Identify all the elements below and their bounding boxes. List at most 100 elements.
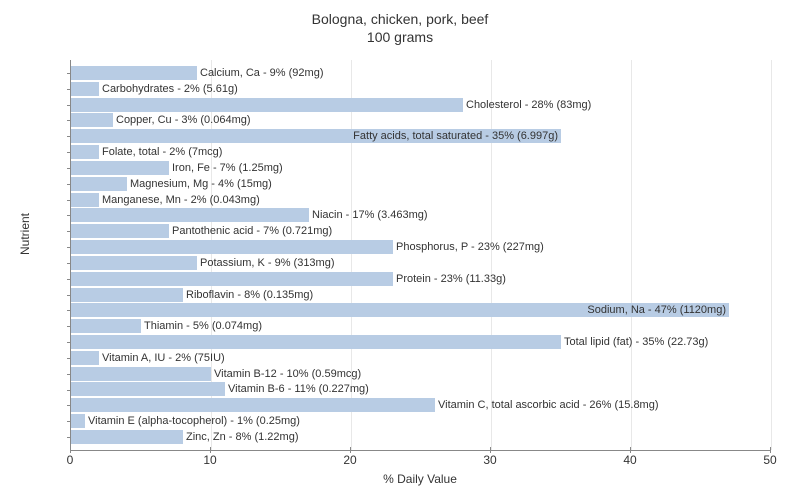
bar: [71, 319, 141, 333]
y-tick-mark: [67, 120, 71, 121]
x-tick-label: 10: [203, 453, 216, 467]
bar-label: Vitamin B-12 - 10% (0.59mcg): [211, 367, 364, 381]
bar-row: Niacin - 17% (3.463mg): [71, 208, 771, 222]
bar-label: Manganese, Mn - 2% (0.043mg): [99, 193, 263, 207]
bar-row: Manganese, Mn - 2% (0.043mg): [71, 193, 771, 207]
y-tick-mark: [67, 437, 71, 438]
y-tick-mark: [67, 421, 71, 422]
bar-row: Vitamin E (alpha-tocopherol) - 1% (0.25m…: [71, 414, 771, 428]
y-tick-mark: [67, 390, 71, 391]
bar-row: Vitamin A, IU - 2% (75IU): [71, 351, 771, 365]
nutrient-chart: Bologna, chicken, pork, beef 100 grams N…: [0, 0, 800, 500]
y-tick-mark: [67, 326, 71, 327]
bar-row: Folate, total - 2% (7mcg): [71, 145, 771, 159]
y-tick-mark: [67, 184, 71, 185]
bar: [71, 177, 127, 191]
y-axis-label: Nutrient: [18, 213, 32, 255]
y-tick-mark: [67, 279, 71, 280]
bar-row: Magnesium, Mg - 4% (15mg): [71, 177, 771, 191]
bar-row: Carbohydrates - 2% (5.61g): [71, 82, 771, 96]
bar-label: Cholesterol - 28% (83mg): [463, 98, 594, 112]
bar-label: Riboflavin - 8% (0.135mg): [183, 288, 316, 302]
y-tick-mark: [67, 310, 71, 311]
bar-label: Vitamin C, total ascorbic acid - 26% (15…: [435, 398, 662, 412]
bar-row: Total lipid (fat) - 35% (22.73g): [71, 335, 771, 349]
y-tick-mark: [67, 89, 71, 90]
bar: [71, 256, 197, 270]
bar-row: Iron, Fe - 7% (1.25mg): [71, 161, 771, 175]
y-tick-mark: [67, 168, 71, 169]
title-line-2: 100 grams: [0, 28, 800, 46]
x-tick-label: 30: [483, 453, 496, 467]
bar-label: Protein - 23% (11.33g): [393, 272, 509, 286]
y-tick-mark: [67, 263, 71, 264]
x-tick-label: 0: [67, 453, 74, 467]
plot-area: Calcium, Ca - 9% (92mg) Carbohydrates - 2…: [70, 60, 771, 451]
x-tick-label: 50: [763, 453, 776, 467]
bar-label: Zinc, Zn - 8% (1.22mg): [183, 430, 301, 444]
y-tick-mark: [67, 342, 71, 343]
bar-label: Niacin - 17% (3.463mg): [309, 208, 431, 222]
bar-row: Vitamin C, total ascorbic acid - 26% (15…: [71, 398, 771, 412]
bar-row: Thiamin - 5% (0.074mg): [71, 319, 771, 333]
bar: [71, 193, 99, 207]
bar-row: Cholesterol - 28% (83mg): [71, 98, 771, 112]
bar-label: Vitamin A, IU - 2% (75IU): [99, 351, 228, 365]
bar-row: Zinc, Zn - 8% (1.22mg): [71, 430, 771, 444]
bar-label: Fatty acids, total saturated - 35% (6.99…: [350, 129, 561, 143]
y-tick-mark: [67, 73, 71, 74]
x-axis-label: % Daily Value: [70, 472, 770, 486]
bar: [71, 161, 169, 175]
bar: [71, 98, 463, 112]
y-tick-mark: [67, 247, 71, 248]
bar-label: Vitamin B-6 - 11% (0.227mg): [225, 382, 372, 396]
bar-row: Fatty acids, total saturated - 35% (6.99…: [71, 129, 771, 143]
bar-label: Phosphorus, P - 23% (227mg): [393, 240, 547, 254]
bar-label: Potassium, K - 9% (313mg): [197, 256, 338, 270]
y-tick-mark: [67, 358, 71, 359]
bar-label: Iron, Fe - 7% (1.25mg): [169, 161, 286, 175]
bar: [71, 272, 393, 286]
bar-row: Vitamin B-6 - 11% (0.227mg): [71, 382, 771, 396]
bar: [71, 335, 561, 349]
bar-row: Protein - 23% (11.33g): [71, 272, 771, 286]
x-tick-label: 40: [623, 453, 636, 467]
bar-label: Sodium, Na - 47% (1120mg): [584, 303, 729, 317]
y-tick-mark: [67, 374, 71, 375]
chart-title: Bologna, chicken, pork, beef 100 grams: [0, 0, 800, 46]
bar-label: Total lipid (fat) - 35% (22.73g): [561, 335, 711, 349]
y-tick-mark: [67, 105, 71, 106]
bar-row: Calcium, Ca - 9% (92mg): [71, 66, 771, 80]
bar-row: Sodium, Na - 47% (1120mg): [71, 303, 771, 317]
y-tick-mark: [67, 405, 71, 406]
bar-label: Pantothenic acid - 7% (0.721mg): [169, 224, 335, 238]
bar-label: Magnesium, Mg - 4% (15mg): [127, 177, 275, 191]
bar-row: Vitamin B-12 - 10% (0.59mcg): [71, 367, 771, 381]
bar: [71, 351, 99, 365]
y-tick-mark: [67, 231, 71, 232]
bar: [71, 82, 99, 96]
bar: [71, 367, 211, 381]
bar-row: Copper, Cu - 3% (0.064mg): [71, 113, 771, 127]
bar: [71, 430, 183, 444]
bar: [71, 145, 99, 159]
bar: [71, 113, 113, 127]
bar: [71, 66, 197, 80]
bar: [71, 240, 393, 254]
y-tick-mark: [67, 200, 71, 201]
bar: [71, 288, 183, 302]
x-tick-label: 20: [343, 453, 356, 467]
bar: [71, 224, 169, 238]
y-tick-mark: [67, 152, 71, 153]
bar-label: Carbohydrates - 2% (5.61g): [99, 82, 241, 96]
gridline: [771, 60, 772, 450]
bar-row: Riboflavin - 8% (0.135mg): [71, 288, 771, 302]
y-tick-mark: [67, 136, 71, 137]
bar-row: Pantothenic acid - 7% (0.721mg): [71, 224, 771, 238]
bar-label: Folate, total - 2% (7mcg): [99, 145, 225, 159]
bar: [71, 414, 85, 428]
bar-row: Phosphorus, P - 23% (227mg): [71, 240, 771, 254]
bar: [71, 398, 435, 412]
bars-container: Calcium, Ca - 9% (92mg) Carbohydrates - 2…: [71, 65, 771, 445]
bar-label: Calcium, Ca - 9% (92mg): [197, 66, 326, 80]
